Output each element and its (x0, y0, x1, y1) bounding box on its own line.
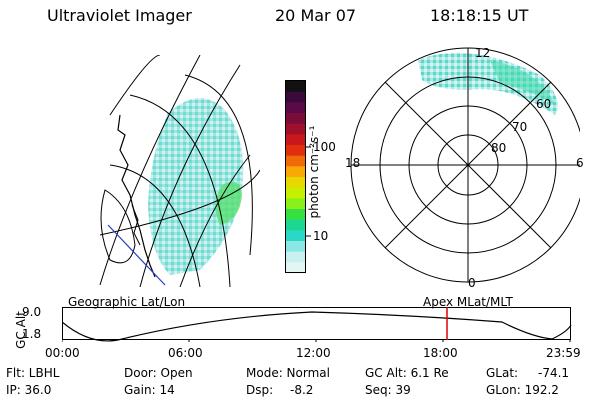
dsp-label: Dsp: (246, 383, 274, 397)
altitude-ytick-high: 9.0 (22, 305, 42, 319)
meridian-line (99, 55, 201, 286)
door-info: Door: Open (124, 366, 193, 380)
colorbar-cell (286, 187, 305, 199)
colorbar-cell (286, 251, 305, 263)
colorbar-cell (286, 230, 305, 242)
coastline (117, 114, 156, 278)
time-tick-1200: 12:00 (296, 346, 331, 360)
glat-value: -74.1 (538, 366, 570, 380)
gain-info: Gain: 14 (124, 383, 175, 397)
mlt-label-12: 12 (475, 46, 491, 60)
time-tick-2359: 23:59 (546, 346, 581, 360)
aurora-bright-patch (215, 181, 242, 225)
seq-info: Seq: 39 (365, 383, 411, 397)
mlat-label-80: 80 (491, 141, 507, 155)
gc-alt-info: GC Alt: 6.1 Re (365, 366, 449, 380)
time-tick-0000: 00:00 (45, 346, 80, 360)
glat-label: GLat: (486, 366, 519, 380)
altitude-plot (62, 307, 572, 342)
colorbar-tick-10: 10 (313, 229, 329, 243)
colorbar-tick-100: 100 (313, 140, 336, 154)
colorbar-cell (286, 123, 305, 135)
time-tick-0600: 06:00 (168, 346, 203, 360)
apex-caption: Apex MLat/MLT (423, 295, 513, 309)
colorbar-cell (286, 134, 305, 146)
meridian-line (109, 55, 161, 116)
filter-info: Flt: LBHL (6, 366, 60, 380)
time-label: 18:18:15 UT (430, 6, 529, 25)
date-label: 20 Mar 07 (275, 6, 357, 25)
polar-map (350, 47, 580, 283)
colorbar (285, 80, 311, 274)
ip-info: IP: 36.0 (6, 383, 52, 397)
ellipse-outline (100, 189, 136, 264)
glon-info: GLon: 192.2 (486, 383, 559, 397)
colorbar-cell (286, 145, 305, 157)
altitude-ytick-low: 1.8 (22, 327, 42, 341)
colorbar-cell (286, 198, 305, 210)
mode-info: Mode: Normal (246, 366, 330, 380)
mlat-label-60: 60 (536, 97, 552, 111)
time-tick-1800: 18:00 (423, 346, 458, 360)
colorbar-cell (286, 113, 305, 125)
geographic-caption: Geographic Lat/Lon (68, 295, 186, 309)
colorbar-cell (286, 262, 305, 274)
mlat-label-70: 70 (512, 120, 528, 134)
colorbar-cell (286, 209, 305, 221)
instrument-title: Ultraviolet Imager (47, 6, 192, 25)
colorbar-label: photon cm⁻²s⁻¹ (307, 125, 321, 219)
meridian-line (179, 154, 251, 287)
mlt-label-18: 18 (345, 156, 361, 170)
latitude-line (184, 74, 253, 256)
colorbar-cell (286, 166, 305, 178)
colorbar-cell (286, 241, 305, 253)
mlt-label-6: 6 (576, 156, 584, 170)
aurora-emission (418, 52, 558, 115)
colorbar-cell (286, 91, 305, 103)
colorbar-cell (286, 177, 305, 189)
mlt-line (384, 81, 552, 249)
aurora-emission (148, 98, 244, 275)
coastline (131, 204, 141, 246)
terminator-line (107, 224, 166, 286)
colorbar-cell (286, 219, 305, 231)
mlt-label-0: 0 (468, 276, 476, 290)
colorbar-cell (286, 81, 305, 93)
colorbar-cell (286, 155, 305, 167)
geographic-map (99, 55, 260, 287)
dsp-value: -8.2 (290, 383, 314, 397)
colorbar-cell (286, 102, 305, 114)
altitude-plot-frame (62, 307, 571, 340)
altitude-curve (62, 311, 572, 342)
latitude-line (129, 94, 231, 287)
